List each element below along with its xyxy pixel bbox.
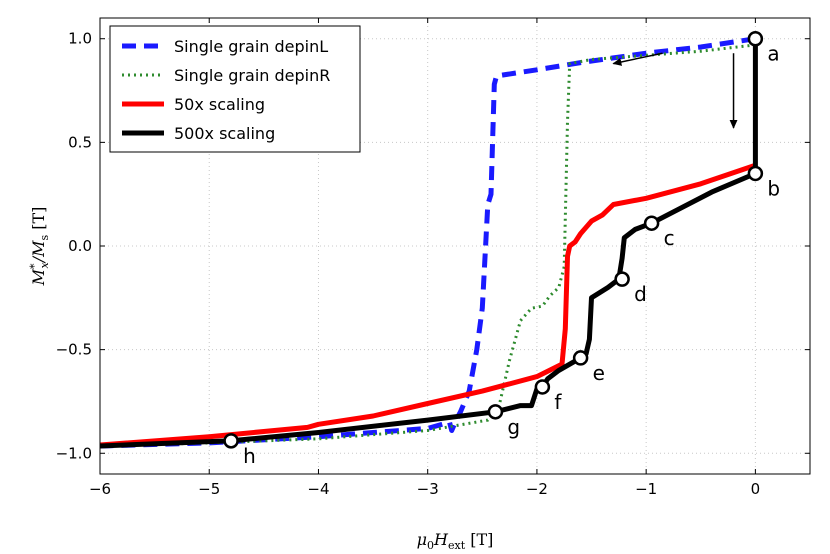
- series-line-1: [100, 36, 756, 449]
- annotation-layer: [612, 52, 738, 129]
- point-label-a: a: [767, 42, 779, 66]
- x-tick-label: −6: [89, 480, 111, 498]
- x-tick-label: −1: [635, 480, 657, 498]
- point-label-h: h: [243, 444, 256, 468]
- y-tick-label: 0.0: [68, 237, 92, 255]
- x-tick-label: −3: [417, 480, 439, 498]
- legend-label-4: 500x scaling: [174, 124, 275, 143]
- point-label-d: d: [634, 282, 647, 306]
- marked-point-a: [747, 30, 764, 47]
- series-line-3: [100, 162, 757, 448]
- x-tick-label: −2: [526, 480, 548, 498]
- y-tick-label: −0.5: [56, 341, 92, 359]
- legend-label-3: 50x scaling: [174, 95, 265, 114]
- x-tick-label: −4: [307, 480, 329, 498]
- point-label-g: g: [507, 415, 520, 439]
- x-tick-label: 0: [751, 480, 761, 498]
- legend-label-2: Single grain depinR: [174, 66, 330, 85]
- marked-point-b: [747, 165, 764, 182]
- legend: Single grain depinL Single grain depinR 50…: [109, 25, 361, 153]
- marked-point-f: [534, 379, 551, 395]
- point-label-b: b: [767, 176, 780, 200]
- point-label-e: e: [593, 361, 605, 385]
- arrow-left-icon: [612, 52, 663, 66]
- point-label-c: c: [664, 226, 675, 250]
- marked-point-h: [223, 433, 239, 449]
- legend-label-1: Single grain depinL: [174, 37, 328, 56]
- x-tick-label: −5: [198, 480, 220, 498]
- y-tick-label: 1.0: [68, 30, 92, 48]
- x-axis-label: μ0Hext [T]: [417, 530, 494, 552]
- marked-point-g: [487, 404, 504, 420]
- ticks: −6 −5 −4 −3 −2 −1 0 −1.0 −0.5 0.0 0.5 1.0: [56, 18, 810, 498]
- marked-points-layer: a b c d e f g h: [223, 30, 780, 468]
- y-tick-label: −1.0: [56, 444, 92, 462]
- point-label-f: f: [554, 390, 562, 414]
- marked-point-c: [643, 215, 660, 231]
- y-tick-label: 0.5: [68, 133, 92, 151]
- y-axis-label: M*x/Ms [T]: [28, 207, 51, 287]
- series-line-2: [100, 43, 756, 448]
- marked-point-e: [572, 350, 589, 366]
- marked-point-d: [614, 271, 630, 287]
